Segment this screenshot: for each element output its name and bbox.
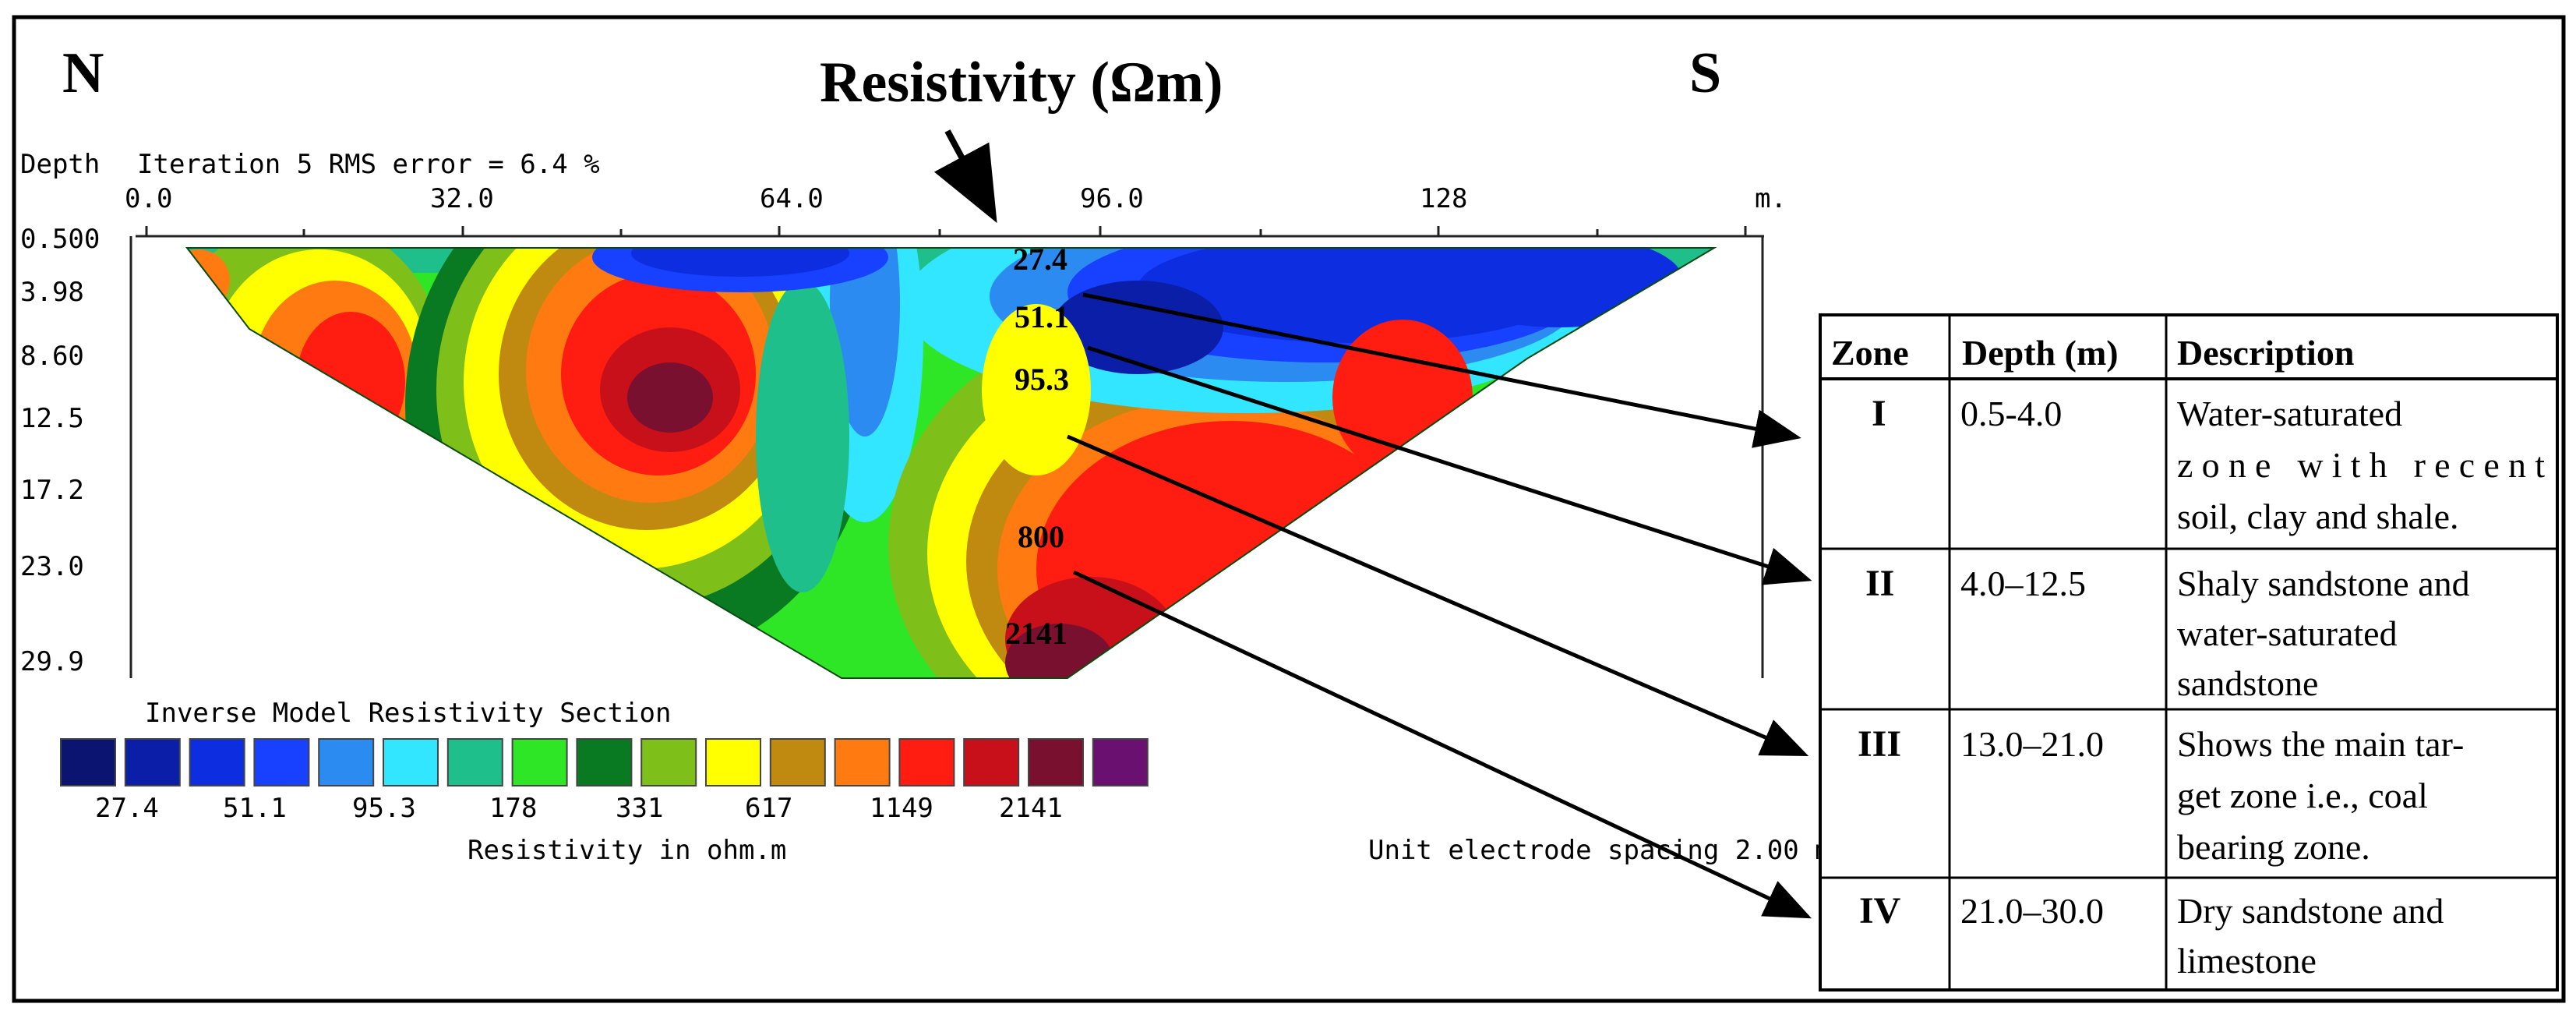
depth-tick: 29.9 — [20, 646, 84, 677]
table-header: Description — [2177, 333, 2354, 373]
legend-swatch — [253, 738, 310, 786]
zone-cell: I — [1872, 393, 1886, 434]
description-line: Water-saturated — [2177, 394, 2402, 433]
legend-swatch — [383, 738, 439, 786]
x-tick: 0.0 — [125, 183, 172, 214]
section-annotation: 800 — [1018, 519, 1064, 554]
zone-table: Zone Depth (m) Description I 0.5-4.0 Wat… — [1819, 313, 2559, 991]
legend-labels: 27.4 51.1 95.3 178 331 617 1149 2141 — [95, 793, 1063, 824]
section-annotation: 95.3 — [1015, 362, 1069, 397]
legend-label: 95.3 — [352, 793, 416, 824]
section-title: Inverse Model Resistivity Section — [145, 698, 672, 729]
legend-swatch — [898, 738, 955, 786]
description-line: Shows the main tar- — [2177, 724, 2464, 764]
section-annotation: 2141 — [1005, 616, 1067, 651]
legend-swatch — [1092, 738, 1149, 786]
legend-swatch — [189, 738, 245, 786]
legend-swatch — [318, 738, 375, 786]
depth-tick: 12.5 — [20, 403, 84, 434]
south-label: S — [1689, 41, 1721, 105]
legend-swatch — [511, 738, 568, 786]
table-header: Zone — [1831, 333, 1909, 373]
x-tick: 64.0 — [760, 183, 824, 214]
zone-cell: IV — [1859, 890, 1901, 931]
legend-swatch — [963, 738, 1020, 786]
legend-label: 617 — [745, 793, 792, 824]
color-legend — [60, 738, 1149, 786]
depth-cell: 0.5-4.0 — [1960, 394, 2062, 433]
depth-cell: 13.0–21.0 — [1960, 724, 2104, 764]
depth-tick: 3.98 — [20, 277, 84, 308]
legend-label: 2141 — [999, 793, 1063, 824]
legend-label: 27.4 — [95, 793, 159, 824]
legend-swatch — [124, 738, 181, 786]
x-tick: 128 — [1420, 183, 1467, 214]
description-line: limestone — [2177, 941, 2317, 981]
leader-arrows — [1067, 292, 1812, 919]
depth-tick: 17.2 — [20, 475, 84, 506]
units-label: Resistivity in ohm.m — [468, 835, 786, 866]
legend-swatch — [446, 738, 503, 786]
description-line: Shaly sandstone and — [2177, 564, 2470, 603]
legend-swatch — [769, 738, 826, 786]
zone-cell: III — [1858, 723, 1901, 765]
legend-swatch — [60, 738, 116, 786]
legend-swatch — [640, 738, 697, 786]
description-line: get zone i.e., coal — [2177, 776, 2428, 815]
iteration-label: Iteration 5 RMS error = 6.4 % — [137, 149, 600, 180]
legend-swatch — [576, 738, 633, 786]
description-line: Dry sandstone and — [2177, 891, 2444, 931]
x-tick: 32.0 — [430, 183, 494, 214]
legend-swatch — [1028, 738, 1084, 786]
table-header: Depth (m) — [1962, 333, 2119, 373]
depth-tick: 8.60 — [20, 341, 84, 372]
section-annotation: 27.4 — [1013, 242, 1067, 277]
spacing-label: Unit electrode spacing 2.00 m. — [1368, 835, 1847, 866]
depth-cell: 4.0–12.5 — [1960, 564, 2086, 603]
depth-tick: 23.0 — [20, 551, 84, 582]
legend-swatch — [834, 738, 891, 786]
x-axis: 0.0 32.0 64.0 96.0 128 m. — [125, 183, 1787, 238]
north-label: N — [62, 41, 104, 105]
legend-label: 178 — [489, 793, 537, 824]
x-unit: m. — [1755, 183, 1787, 214]
section-annotation: 51.1 — [1015, 299, 1069, 334]
x-tick: 96.0 — [1080, 183, 1144, 214]
description-line: soil, clay and shale. — [2177, 497, 2459, 536]
description-line: bearing zone. — [2177, 827, 2370, 867]
figure-title: Resistivity (Ωm) — [820, 51, 1223, 115]
zone-cell: II — [1865, 563, 1894, 604]
description-line: water-saturated — [2177, 613, 2398, 653]
description-line: sandstone — [2177, 663, 2318, 703]
depth-axis: 0.500 3.98 8.60 12.5 17.2 23.0 29.9 — [20, 224, 1764, 678]
title-arrow — [933, 129, 997, 224]
depth-cell: 21.0–30.0 — [1960, 891, 2104, 931]
legend-swatch — [705, 738, 761, 786]
depth-tick: 0.500 — [20, 224, 100, 255]
legend-label: 51.1 — [223, 793, 287, 824]
legend-label: 1149 — [870, 793, 933, 824]
depth-label: Depth — [20, 149, 100, 180]
legend-label: 331 — [616, 793, 663, 824]
